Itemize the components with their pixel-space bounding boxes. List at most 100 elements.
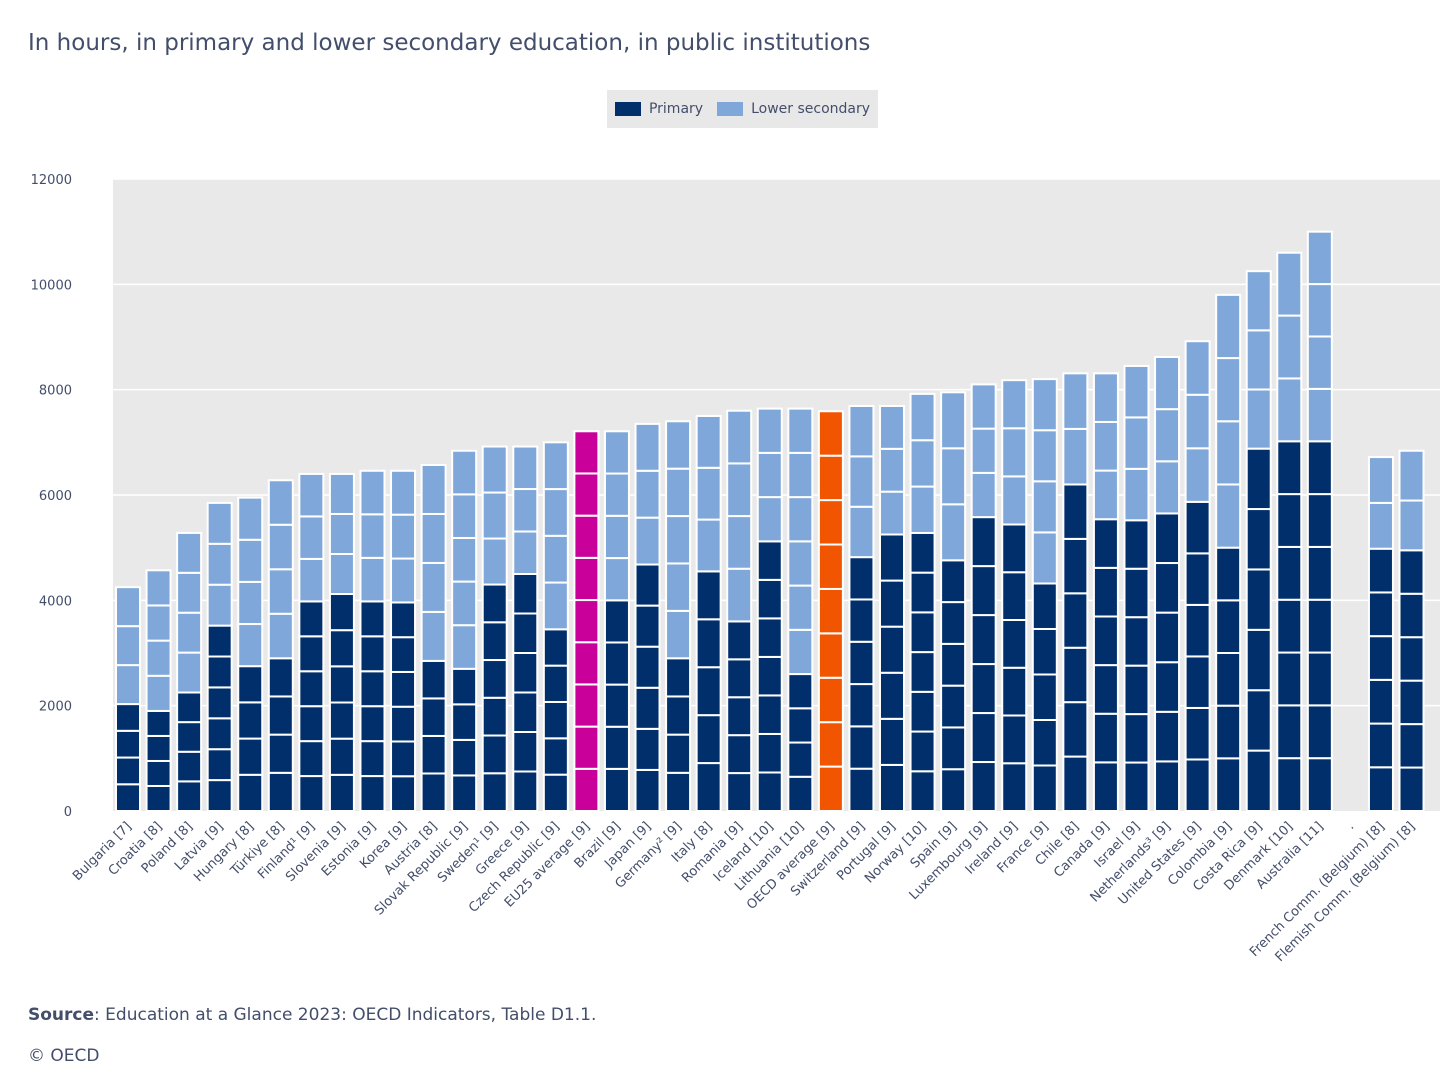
lower-secondary-bar-segment [176,611,203,654]
primary-bar-segment [298,705,325,743]
legend-swatch-primary [614,102,641,116]
lower-secondary-bar-segment [1367,456,1394,504]
primary-bar-segment [359,740,386,778]
bar-group [1367,456,1394,813]
bar-group [1276,251,1303,813]
lower-secondary-bar-segment [298,472,325,518]
primary-bar-segment [603,767,630,812]
primary-bar-segment [970,663,997,715]
primary-bar-segment [1306,545,1333,601]
primary-bar-segment [1031,718,1058,767]
primary-bar-segment [1245,628,1272,692]
oecd-average-bar-segment [817,765,844,813]
primary-bar-segment [1031,582,1058,630]
lower-secondary-bar-segment [787,451,814,499]
source-note: Source: Education at a Glance 2023: OECD… [28,1005,596,1025]
primary-bar-segment [695,714,722,765]
primary-bar-segment [1276,493,1303,548]
primary-bar-segment [726,696,753,737]
primary-bar-segment [359,600,386,638]
y-tick-label: 6000 [39,489,72,504]
primary-bar-segment [1123,664,1150,716]
lower-secondary-bar-segment [940,503,967,562]
lower-secondary-bar-segment [420,610,447,662]
bar-group [481,445,508,812]
lower-secondary-bar-segment [206,583,233,627]
primary-bar-segment [1092,761,1119,812]
primary-bar-segment [848,598,875,643]
primary-bar-segment [909,611,936,654]
lower-secondary-bar-segment [512,530,539,576]
lower-secondary-bar-segment [328,552,355,596]
primary-bar-segment [695,666,722,717]
primary-bar-segment [298,775,325,813]
lower-secondary-bar-segment [451,536,478,583]
lower-secondary-bar-segment [1092,469,1119,521]
bar-group [603,430,630,812]
lower-secondary-bar-segment [1154,356,1181,411]
lower-secondary-bar-segment [237,580,264,626]
primary-bar-segment [756,732,783,774]
primary-bar-segment [1154,661,1181,713]
lower-secondary-bar-segment [634,516,661,566]
primary-bar-segment [756,578,783,620]
primary-bar-segment [756,617,783,658]
primary-bar-segment [298,670,325,708]
lower-secondary-bar-segment [1001,379,1028,430]
lower-secondary-bar-segment [1215,293,1242,360]
primary-bar-segment [665,733,692,774]
y-tick-label: 2000 [39,700,72,715]
bar-group [328,472,355,813]
lower-secondary-bar-segment [1276,377,1303,443]
primary-bar-segment [1062,592,1089,649]
x-tick-label: . [1344,819,1358,833]
lower-secondary-bar-segment [451,624,478,670]
lower-secondary-bar-segment [267,479,294,526]
lower-secondary-bar-segment [665,467,692,518]
legend-item-primary[interactable]: Primary [614,101,703,117]
lower-secondary-bar-segment [665,562,692,612]
primary-bar-segment [879,625,905,674]
primary-bar-segment [1001,714,1028,765]
primary-bar-segment [390,601,417,639]
bar-group [1184,340,1211,812]
primary-bar-segment [848,683,875,728]
primary-bar-segment [1154,710,1181,763]
primary-bar-segment [909,531,936,574]
primary-bar-segment [1306,493,1333,548]
primary-bar-segment [1367,547,1394,594]
primary-bar-segment [1154,512,1181,565]
bar-group [634,422,661,812]
primary-bar-segment [940,726,967,771]
primary-bar-segment [481,659,508,699]
primary-bar-segment [1276,757,1303,813]
eu-average-bar-segment [573,514,600,559]
lower-secondary-bar-segment [1092,420,1119,472]
bar-group [940,391,967,812]
primary-bar-segment [634,768,661,812]
primary-bar-segment [970,761,997,813]
primary-bar-segment [267,695,294,736]
source-text: : Education at a Glance 2023: OECD Indic… [94,1005,597,1025]
lower-secondary-bar-segment [848,455,875,508]
bar-group [1306,230,1333,813]
primary-bar-segment [145,784,172,813]
primary-bar-segment [726,658,753,699]
primary-bar-segment [237,665,264,704]
lower-secondary-bar-segment [848,505,875,559]
primary-bar-segment [1367,766,1394,813]
lower-secondary-bar-segment [909,439,936,488]
lower-secondary-bar-segment [756,496,783,543]
primary-bar-segment [512,573,539,615]
legend-item-lower-secondary[interactable]: Lower secondary [717,101,870,117]
primary-bar-segment [1245,689,1272,752]
primary-bar-segment [237,701,264,740]
bar-group [970,383,997,813]
primary-bar-segment [390,670,417,708]
lower-secondary-bar-segment [634,469,661,519]
lower-secondary-bar-segment [879,490,905,536]
primary-bar-segment [1215,757,1242,812]
primary-bar-segment [451,667,478,706]
primary-bar-segment [940,642,967,687]
